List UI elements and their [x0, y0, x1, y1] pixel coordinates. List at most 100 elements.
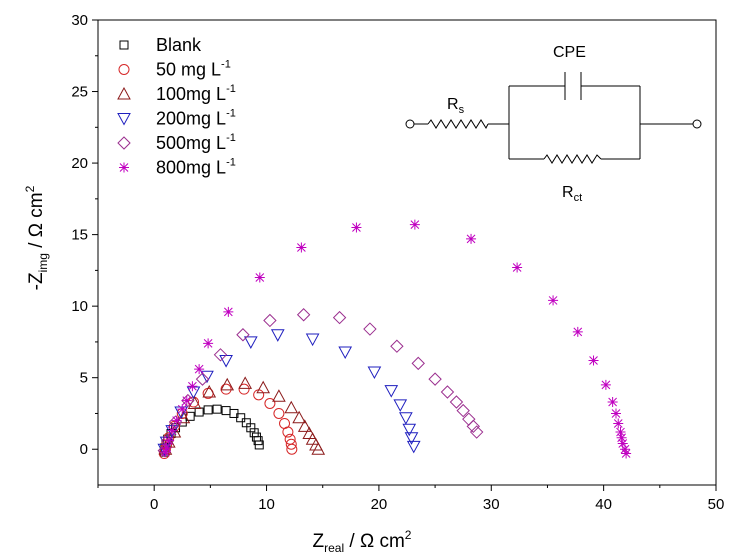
data-point [548, 295, 559, 306]
data-point [168, 420, 180, 432]
circuit-rct-label: Rct [562, 184, 582, 204]
data-point [282, 426, 294, 438]
data-point [305, 333, 320, 347]
data-point [411, 356, 425, 371]
data-point [202, 384, 217, 398]
legend-marker [118, 64, 130, 75]
data-point [254, 440, 264, 450]
data-point [296, 308, 311, 322]
data-point [221, 406, 231, 416]
data-point [428, 372, 442, 386]
legend-marker [119, 162, 129, 173]
x-tick-label: 20 [371, 496, 388, 513]
data-point [393, 399, 408, 412]
data-point [469, 425, 484, 439]
data-point [572, 326, 583, 337]
y-tick-label: 30 [71, 12, 88, 29]
data-point [220, 377, 235, 391]
data-point [406, 440, 421, 454]
data-point [187, 381, 198, 392]
data-point [588, 355, 599, 366]
data-point [512, 262, 523, 273]
data-point [253, 389, 265, 401]
circuit-right-terminal [692, 119, 702, 129]
data-point [213, 348, 228, 362]
data-point [338, 346, 353, 359]
axes: 0 10 20 30 40 50 0 5 10 15 20 25 30 [71, 12, 724, 513]
data-point [167, 425, 178, 436]
data-point [163, 435, 174, 446]
series-3 [157, 329, 421, 457]
data-point [263, 313, 277, 328]
data-point [160, 447, 171, 458]
circuit-left-terminal [405, 119, 415, 129]
data-point [236, 328, 250, 342]
data-point [284, 400, 299, 414]
data-point [246, 423, 256, 433]
data-point [256, 380, 271, 394]
x-tick-label: 50 [708, 496, 725, 513]
data-point [212, 404, 222, 414]
data-point [409, 219, 420, 230]
plot-frame [97, 19, 717, 486]
data-point [200, 370, 214, 384]
legend-marker [119, 40, 129, 50]
x-tick-label: 10 [258, 496, 275, 513]
legend-label: 50 mg L-1 [156, 59, 231, 80]
data-point [238, 376, 253, 389]
legend-label: 100mg L-1 [156, 83, 236, 104]
circuit-rct-resistor [543, 154, 602, 164]
data-point [456, 403, 470, 418]
data-point [449, 395, 464, 409]
data-point [236, 413, 246, 423]
data-point [390, 339, 404, 353]
circuit-cpe-label: CPE [553, 44, 586, 61]
y-tick-label: 5 [80, 370, 88, 387]
y-tick-label: 25 [71, 84, 88, 101]
data-point [223, 306, 234, 317]
x-tick-label: 0 [150, 496, 158, 513]
data-point [194, 407, 204, 417]
circuit-rs-label: Rs [447, 96, 465, 116]
data-point [610, 408, 621, 419]
data-point [195, 372, 210, 386]
data-point [181, 395, 192, 406]
data-point [219, 355, 233, 368]
data-point [615, 427, 626, 438]
data-point [466, 419, 481, 434]
series-5 [160, 219, 632, 459]
legend-marker [117, 113, 131, 126]
data-points [157, 219, 632, 460]
legend-label: 800mg L-1 [156, 157, 236, 178]
data-point [171, 415, 182, 426]
x-tick-label: 40 [595, 496, 612, 513]
legend-label: 500mg L-1 [156, 132, 236, 153]
data-point [617, 438, 628, 449]
data-point [296, 242, 307, 253]
legend-label: Blank [156, 35, 202, 55]
circuit-rs-resistor [427, 119, 489, 130]
data-point [363, 322, 377, 336]
data-point [238, 383, 250, 395]
data-point [297, 419, 312, 432]
data-point [203, 338, 214, 349]
series-2 [158, 376, 326, 455]
data-point [351, 222, 362, 233]
data-point [466, 233, 477, 244]
data-point [285, 438, 297, 450]
data-point [616, 432, 627, 443]
data-point [399, 412, 413, 425]
data-point [264, 397, 276, 409]
data-point [168, 415, 183, 429]
y-axis-title: -Zimg / Ω cm2 [23, 185, 50, 290]
y-tick-label: 0 [80, 441, 88, 458]
data-point [194, 364, 205, 375]
data-point [621, 448, 632, 459]
data-point [220, 383, 232, 395]
data-point [203, 405, 213, 415]
y-tick-label: 10 [71, 298, 88, 315]
x-tick-label: 30 [483, 496, 500, 513]
data-point [286, 443, 298, 455]
data-point [613, 418, 624, 429]
legend-label: 200mg L-1 [156, 108, 236, 129]
